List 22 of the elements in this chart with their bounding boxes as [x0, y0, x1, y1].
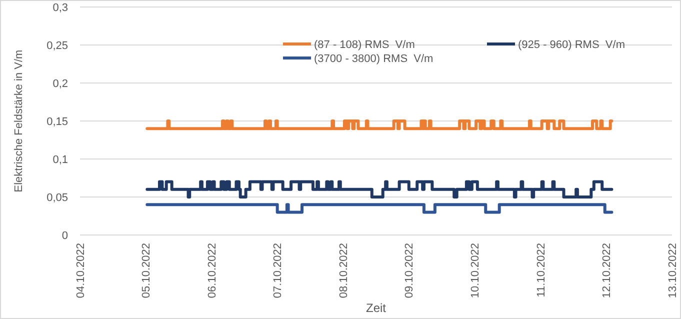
y-tick-label: 0,15 — [46, 116, 68, 128]
x-tick-label: 04.10.2022 — [74, 243, 87, 298]
x-tick-label: 12.10.2022 — [601, 243, 614, 298]
x-tick-label: 13.10.2022 — [666, 243, 679, 298]
y-tick-label: 0,3 — [52, 2, 68, 14]
legend-label: (925 - 960) RMS V/m — [518, 38, 625, 51]
y-tick-label: 0,25 — [46, 40, 68, 52]
legend-label: (3700 - 3800) RMS V/m — [314, 52, 434, 65]
y-tick-label: 0,05 — [46, 192, 68, 204]
x-tick-label: 06.10.2022 — [206, 243, 218, 298]
x-tick-label: 05.10.2022 — [140, 243, 153, 298]
y-tick-label: 0 — [62, 230, 68, 242]
x-axis-title: Zeit — [366, 301, 387, 315]
x-tick-label: 09.10.2022 — [404, 243, 416, 298]
x-tick-label: 07.10.2022 — [272, 243, 284, 298]
y-tick-label: 0,2 — [52, 78, 68, 90]
x-tick-label: 08.10.2022 — [338, 243, 350, 298]
x-tick-label: 11.10.2022 — [535, 243, 548, 298]
y-axis-title: Elektrische Feldstärke in V/m — [13, 50, 25, 192]
legend-label: (87 - 108) RMS V/m — [314, 38, 415, 51]
y-tick-label: 0,1 — [52, 154, 68, 166]
x-tick-label: 10.10.2022 — [470, 243, 482, 298]
